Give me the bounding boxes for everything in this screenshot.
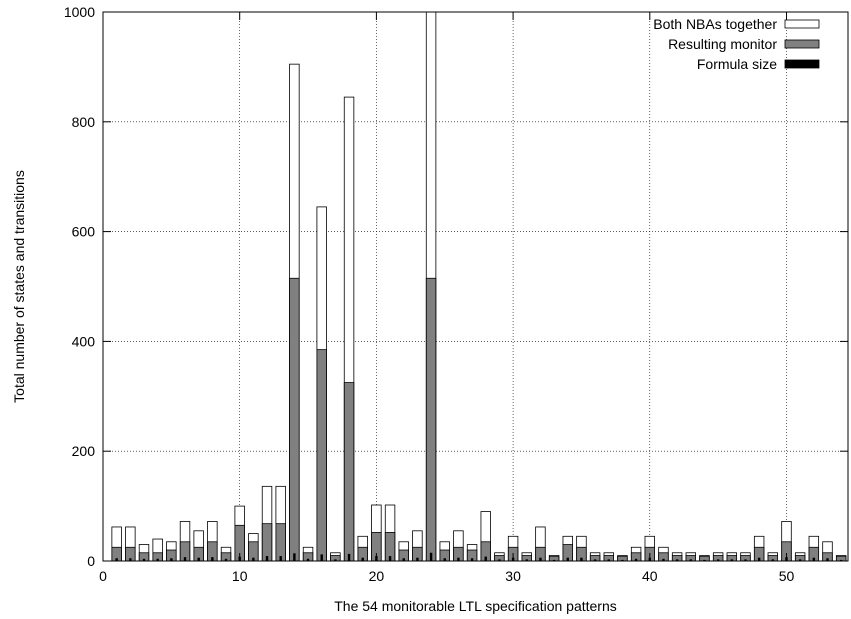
legend-item-both-nbas: Both NBAs together — [653, 16, 820, 32]
bar-formula-size — [265, 556, 269, 561]
bar-formula-size — [484, 556, 487, 561]
bar-formula-size — [826, 558, 829, 561]
bar-formula-size — [443, 558, 446, 561]
bar-resulting-monitor — [261, 523, 273, 562]
bar-formula-size — [621, 559, 624, 561]
legend-item-formula-size: Formula size — [697, 56, 820, 72]
bar-formula-size — [716, 559, 720, 561]
bar-formula-size — [293, 553, 296, 561]
x-axis-label: The 54 monitorable LTL specification pat… — [334, 598, 617, 614]
bar-formula-size — [552, 559, 556, 561]
bar-formula-size — [662, 558, 665, 561]
bar-formula-size — [224, 558, 228, 561]
x-tick-label: 50 — [779, 568, 795, 584]
bar-resulting-monitor — [289, 277, 300, 562]
bar-formula-size — [839, 559, 843, 561]
bar-resulting-monitor — [316, 349, 327, 562]
bar-formula-size — [183, 557, 187, 561]
axis-ticks: 0 200 400 600 800 1000 0 10 20 30 40 50 — [64, 4, 848, 584]
bars — [111, 11, 847, 562]
x-tick-label: 30 — [505, 568, 521, 584]
bar-formula-size — [429, 552, 433, 561]
bar-resulting-monitor — [343, 382, 355, 562]
bar-formula-size — [771, 559, 775, 561]
bar-formula-size — [197, 557, 200, 561]
y-tick-label: 400 — [72, 333, 96, 349]
x-tick-label: 20 — [369, 568, 385, 584]
bar-formula-size — [156, 558, 159, 561]
grid-lines — [103, 12, 848, 561]
legend-item-resulting-monitor: Resulting monitor — [668, 36, 820, 52]
bar-formula-size — [730, 559, 734, 561]
y-tick-label: 1000 — [64, 4, 95, 20]
bar-formula-size — [320, 554, 323, 561]
bar-formula-size — [334, 559, 337, 561]
legend-swatch — [784, 39, 820, 49]
bar-formula-size — [252, 557, 255, 561]
legend-swatch — [784, 59, 820, 69]
bar-formula-size — [634, 558, 638, 561]
legend-label: Resulting monitor — [668, 36, 777, 52]
bar-formula-size — [457, 557, 460, 561]
bar-formula-size — [279, 556, 282, 561]
bar-formula-size — [703, 559, 706, 561]
y-tick-label: 800 — [72, 114, 96, 130]
bar-formula-size — [593, 559, 597, 561]
bar-formula-size — [115, 558, 118, 561]
bar-formula-size — [347, 553, 351, 561]
bar-formula-size — [689, 559, 692, 561]
legend-swatch — [784, 19, 820, 29]
bar-formula-size — [757, 557, 761, 561]
y-tick-label: 200 — [72, 443, 96, 459]
bar-formula-size — [566, 557, 569, 561]
bar-formula-size — [539, 557, 542, 561]
bar-formula-size — [580, 557, 583, 561]
legend: Both NBAs together Resulting monitor Formu… — [653, 16, 820, 72]
y-axis-label: Total number of states and transitions — [11, 170, 27, 403]
y-tick-label: 600 — [72, 224, 96, 240]
bar-formula-size — [744, 559, 747, 561]
x-tick-label: 10 — [232, 568, 248, 584]
legend-label: Both NBAs together — [653, 16, 777, 32]
bar-resulting-monitor — [425, 277, 437, 562]
bar-formula-size — [129, 558, 132, 561]
legend-label: Formula size — [697, 56, 777, 72]
bar-formula-size — [416, 557, 419, 561]
bar-formula-size — [498, 559, 501, 561]
bar-formula-size — [306, 558, 310, 561]
plot-frame — [102, 11, 849, 562]
bar-formula-size — [170, 558, 173, 561]
bar-formula-size — [812, 557, 816, 561]
bar-formula-size — [525, 559, 528, 561]
bar-formula-size — [798, 559, 802, 561]
bar-resulting-monitor — [275, 523, 286, 562]
y-tick-label: 0 — [87, 553, 95, 569]
x-tick-label: 0 — [99, 568, 107, 584]
bar-formula-size — [470, 558, 474, 561]
bar-formula-size — [361, 557, 364, 561]
bar-formula-size — [402, 558, 405, 561]
bar-formula-size — [142, 558, 146, 561]
bar-formula-size — [607, 559, 610, 561]
bar-formula-size — [388, 556, 392, 561]
bar-formula-size — [675, 559, 679, 561]
bar-formula-size — [211, 557, 214, 561]
x-tick-label: 40 — [642, 568, 658, 584]
